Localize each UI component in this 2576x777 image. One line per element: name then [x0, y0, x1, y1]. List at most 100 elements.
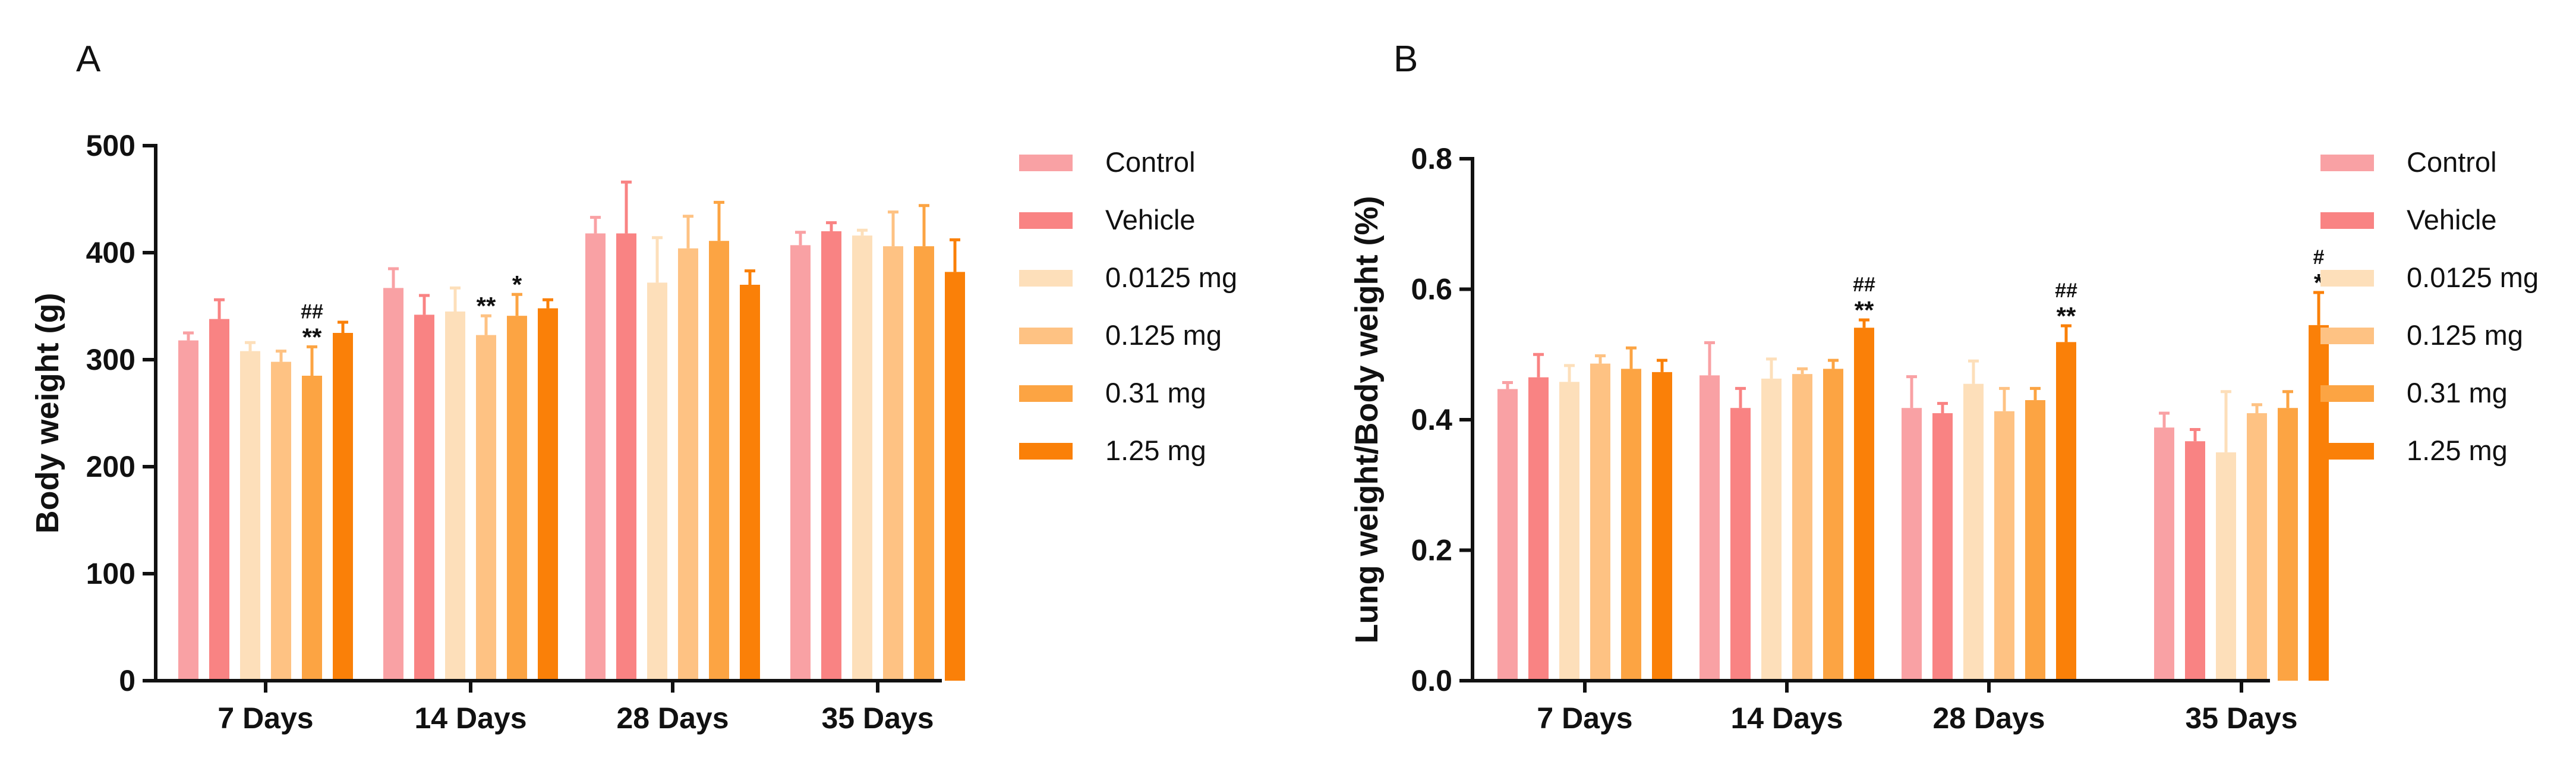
- bar-28-days-0-0125-mg: [1963, 383, 1984, 681]
- bar-7-days-0-125-mg: [271, 361, 291, 681]
- bar-35-days-control: [790, 245, 811, 681]
- y-tick-label: 400: [86, 236, 135, 269]
- legend-swatch-0-0125-mg: [1019, 270, 1073, 287]
- legend-label-0-0125-mg: 0.0125 mg: [2407, 262, 2539, 293]
- bar-7-days-0-31-mg: [1621, 369, 1641, 681]
- legend-label-0-125-mg: 0.125 mg: [2407, 319, 2523, 351]
- y-tick-label: 0.0: [1411, 664, 1452, 697]
- significance-mark: ##: [1853, 273, 1875, 296]
- y-tick-label: 100: [86, 557, 135, 590]
- panel-letter-a: A: [76, 39, 101, 80]
- legend-label-vehicle: Vehicle: [1105, 204, 1196, 235]
- bar-14-days-0-0125-mg: [445, 312, 465, 681]
- bar-14-days-control: [1700, 375, 1720, 681]
- x-tick-label-14-days: 14 Days: [1730, 701, 1843, 735]
- bar-35-days-vehicle: [2185, 441, 2205, 681]
- y-tick-label: 0.8: [1411, 142, 1452, 175]
- bar-28-days-control: [1902, 408, 1922, 681]
- significance-mark: ##: [301, 300, 323, 323]
- bar-7-days-vehicle: [209, 319, 229, 681]
- y-tick-label: 500: [86, 129, 135, 162]
- y-axis-title: Body weight (g): [30, 293, 65, 534]
- bar-7-days-0-125-mg: [1590, 363, 1610, 681]
- bar-35-days-0-31-mg: [914, 246, 934, 681]
- legend-label-1-25-mg: 1.25 mg: [2407, 435, 2508, 466]
- significance-mark: **: [1855, 296, 1874, 324]
- significance-mark: *: [512, 270, 522, 298]
- x-tick-label-28-days: 28 Days: [616, 701, 729, 735]
- bar-7-days-0-0125-mg: [1559, 382, 1579, 681]
- legend-swatch-control: [2320, 155, 2374, 171]
- significance-mark: **: [2057, 302, 2076, 330]
- y-tick-label: 200: [86, 450, 135, 483]
- legend-label-0-0125-mg: 0.0125 mg: [1105, 262, 1237, 293]
- legend-swatch-0-125-mg: [2320, 328, 2374, 344]
- bar-14-days-vehicle: [414, 314, 434, 681]
- bar-7-days-control: [1497, 389, 1518, 681]
- legend-label-0-31-mg: 0.31 mg: [2407, 377, 2508, 408]
- significance-mark: **: [302, 323, 322, 351]
- legend-swatch-0-31-mg: [1019, 385, 1073, 402]
- bar-7-days-vehicle: [1528, 377, 1549, 681]
- y-tick-label: 0.4: [1411, 403, 1452, 436]
- legend-swatch-0-31-mg: [2320, 385, 2374, 402]
- chart-panel-b: **##**## *#0.00.20.40.60.87 Days 14 Days 28…: [1349, 142, 2539, 735]
- bar-35-days-0-0125-mg: [2216, 452, 2236, 681]
- legend-swatch-0-0125-mg: [2320, 270, 2374, 287]
- bar-28-days-control: [585, 233, 606, 681]
- x-tick-label-7-days: 7 Days: [217, 701, 313, 735]
- bar-28-days-0-31-mg: [2025, 400, 2045, 681]
- y-tick-label: 300: [86, 343, 135, 376]
- bar-28-days-0-31-mg: [709, 241, 729, 681]
- legend-label-control: Control: [1105, 146, 1196, 178]
- significance-mark: **: [477, 292, 496, 320]
- bar-35-days-0-125-mg: [2247, 413, 2267, 681]
- bar-28-days-0-0125-mg: [647, 282, 667, 681]
- bar-35-days-control: [2154, 427, 2174, 681]
- bar-14-days-0-0125-mg: [1761, 378, 1782, 681]
- bar-14-days-1-25-mg: [1854, 328, 1874, 681]
- bar-28-days-vehicle: [1932, 413, 1953, 681]
- bar-14-days-0-125-mg: [1792, 374, 1812, 681]
- y-tick-label: 0.2: [1411, 534, 1452, 567]
- x-tick-label-14-days: 14 Days: [414, 701, 526, 735]
- bar-28-days-0-125-mg: [678, 248, 698, 681]
- bar-7-days-0-31-mg: [302, 376, 322, 681]
- bar-14-days-control: [383, 288, 403, 681]
- bar-28-days-vehicle: [616, 233, 636, 681]
- significance-mark: ##: [2055, 279, 2077, 302]
- legend-label-1-25-mg: 1.25 mg: [1105, 435, 1206, 466]
- legend-swatch-vehicle: [2320, 212, 2374, 229]
- x-tick-label-28-days: 28 Days: [1932, 701, 2045, 735]
- bar-14-days-0-125-mg: [476, 335, 496, 681]
- y-tick-label: 0.6: [1411, 273, 1452, 306]
- panel-letter-b: B: [1393, 39, 1418, 80]
- bar-35-days-0-0125-mg: [852, 235, 872, 681]
- legend-label-vehicle: Vehicle: [2407, 204, 2497, 235]
- bar-35-days-0-125-mg: [883, 246, 903, 681]
- x-tick-label-35-days: 35 Days: [821, 701, 934, 735]
- bar-28-days-1-25-mg: [2056, 342, 2076, 681]
- x-tick-label-35-days: 35 Days: [2185, 701, 2297, 735]
- bar-7-days-0-0125-mg: [240, 351, 260, 681]
- legend-label-0-31-mg: 0.31 mg: [1105, 377, 1206, 408]
- bar-14-days-1-25-mg: [538, 308, 558, 681]
- y-axis-title: Lung weight/Body weight (%): [1349, 196, 1385, 644]
- y-tick-label: 0: [119, 664, 135, 697]
- legend-swatch-1-25-mg: [1019, 443, 1073, 460]
- bar-7-days-1-25-mg: [333, 333, 353, 681]
- bar-7-days-control: [178, 340, 198, 681]
- bar-28-days-0-125-mg: [1994, 411, 2014, 681]
- legend-swatch-control: [1019, 155, 1073, 171]
- legend-label-0-125-mg: 0.125 mg: [1105, 319, 1222, 351]
- bar-7-days-1-25-mg: [1652, 372, 1672, 681]
- bar-35-days-1-25-mg: [2309, 325, 2329, 681]
- legend-swatch-vehicle: [1019, 212, 1073, 229]
- bar-28-days-1-25-mg: [740, 285, 760, 681]
- legend-swatch-0-125-mg: [1019, 328, 1073, 344]
- significance-mark: #: [2313, 246, 2325, 269]
- x-tick-label-7-days: 7 Days: [1537, 701, 1632, 735]
- bar-35-days-1-25-mg: [945, 272, 965, 681]
